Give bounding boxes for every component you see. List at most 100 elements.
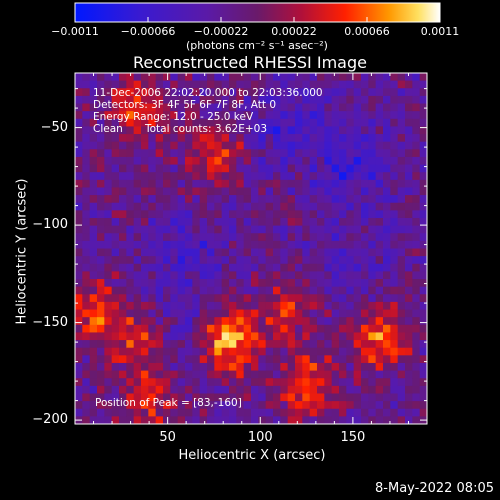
heatmap-cell <box>119 240 127 250</box>
heatmap-cell <box>133 340 142 349</box>
heatmap-cell <box>397 279 406 288</box>
heatmap-cell <box>346 408 355 417</box>
heatmap-cell <box>141 347 149 356</box>
heatmap-cell <box>141 408 149 417</box>
heatmap-cell <box>126 134 135 143</box>
heatmap-cell <box>236 309 245 318</box>
heatmap-cell <box>111 202 120 211</box>
heatmap-cell <box>89 378 98 387</box>
colorbar-ticks <box>74 17 441 22</box>
heatmap-cell <box>295 95 303 105</box>
heatmap-cell <box>368 88 377 97</box>
heatmap-cell <box>119 271 127 280</box>
heatmap-cell <box>419 141 427 150</box>
heatmap-cell <box>353 233 362 242</box>
heatmap-cell <box>339 118 347 128</box>
heatmap-cell <box>97 385 105 395</box>
heatmap-cell <box>295 324 303 334</box>
heatmap-cell <box>89 210 98 219</box>
heatmap-cell <box>243 156 252 166</box>
heatmap-cell <box>229 271 237 280</box>
heatmap-cell <box>104 378 113 387</box>
heatmap-cell <box>295 401 303 410</box>
heatmap-cell <box>412 309 421 318</box>
heatmap-cell <box>331 179 340 189</box>
heatmap-cell <box>419 309 427 318</box>
heatmap-cell <box>280 324 289 334</box>
heatmap-cell <box>353 73 362 82</box>
heatmap-cell <box>280 179 289 189</box>
heatmap-cell <box>199 332 208 341</box>
heatmap-cell <box>273 179 281 189</box>
heatmap-cell <box>273 195 281 204</box>
heatmap-cell <box>111 279 120 288</box>
heatmap-cell <box>361 317 369 326</box>
heatmap-cell <box>361 164 369 173</box>
heatmap-cell <box>265 340 274 349</box>
heatmap-cell <box>361 401 369 410</box>
heatmap-cell <box>148 103 157 112</box>
heatmap-cell <box>221 408 230 417</box>
heatmap-cell <box>111 118 120 128</box>
heatmap-cell <box>375 111 384 120</box>
heatmap-cell <box>287 347 296 356</box>
heatmap-cell <box>170 111 179 120</box>
heatmap-cell <box>287 256 296 265</box>
heatmap-cell <box>258 256 267 265</box>
heatmap-cell <box>89 401 98 410</box>
heatmap-cell <box>185 286 193 295</box>
heatmap-cell <box>185 149 193 158</box>
heatmap-cell <box>82 217 91 227</box>
heatmap-cell <box>361 370 369 379</box>
heatmap-cell <box>207 355 215 364</box>
heatmap-cell <box>119 263 127 272</box>
heatmap-cell <box>280 301 289 311</box>
heatmap-cell <box>170 195 179 204</box>
heatmap-cell <box>295 202 303 211</box>
heatmap-cell <box>361 309 369 318</box>
heatmap-cell <box>280 210 289 219</box>
heatmap-cell <box>82 385 91 395</box>
heatmap-cell <box>221 248 230 257</box>
heatmap-cell <box>339 134 347 143</box>
heatmap-cell <box>163 347 171 356</box>
heatmap-cell <box>346 385 355 395</box>
heatmap-cell <box>82 324 91 334</box>
heatmap-cell <box>221 195 230 204</box>
heatmap-cell <box>192 80 201 89</box>
heatmap-cell <box>111 95 120 105</box>
heatmap-cell <box>89 355 98 364</box>
heatmap-cell <box>126 164 135 173</box>
heatmap-cell <box>221 134 230 143</box>
heatmap-cell <box>126 301 135 311</box>
heatmap-cell <box>390 88 399 97</box>
heatmap-cell <box>405 301 413 311</box>
heatmap-cell <box>331 256 340 265</box>
heatmap-cell <box>361 73 369 82</box>
heatmap-cell <box>405 324 413 334</box>
heatmap-cell <box>258 401 267 410</box>
heatmap-cell <box>302 340 311 349</box>
heatmap-cell <box>199 103 208 112</box>
heatmap-cell <box>258 294 267 303</box>
heatmap-cell <box>280 233 289 242</box>
heatmap-cell <box>273 294 281 303</box>
heatmap-cell <box>75 202 83 211</box>
heatmap-cell <box>265 217 274 227</box>
heatmap-cell <box>126 248 135 257</box>
heatmap-cell <box>170 210 179 219</box>
heatmap-cell <box>353 378 362 387</box>
heatmap-cell <box>199 164 208 173</box>
heatmap-cell <box>111 111 120 120</box>
heatmap-cell <box>346 355 355 364</box>
colorbar-tick-label: 0.00066 <box>344 25 390 38</box>
heatmap-cell <box>339 263 347 272</box>
heatmap-cell <box>287 195 296 204</box>
heatmap-cell <box>221 187 230 196</box>
heatmap-cell <box>346 416 355 424</box>
heatmap-cell <box>177 248 186 257</box>
heatmap-cell <box>141 370 149 379</box>
heatmap-cell <box>229 401 237 410</box>
heatmap-cell <box>265 164 274 173</box>
heatmap-cell <box>141 88 149 97</box>
